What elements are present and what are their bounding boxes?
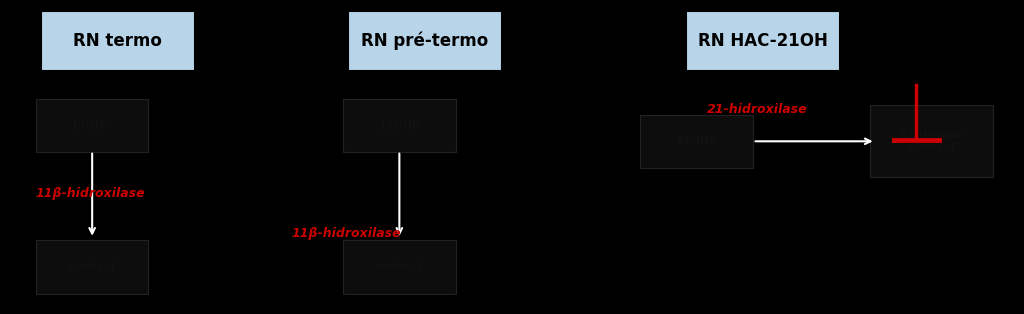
Text: RN pré-termo: RN pré-termo (361, 32, 488, 50)
Text: RN HAC-21OH: RN HAC-21OH (698, 32, 827, 50)
FancyBboxPatch shape (640, 115, 753, 168)
Text: 21-hidroxilase: 21-hidroxilase (707, 103, 807, 116)
FancyBboxPatch shape (686, 11, 840, 71)
FancyBboxPatch shape (36, 240, 148, 294)
FancyBboxPatch shape (343, 99, 456, 152)
FancyBboxPatch shape (343, 240, 456, 294)
Text: 17OHP: 17OHP (675, 136, 718, 146)
Text: cortisol: cortisol (69, 262, 116, 272)
Text: 17OHP: 17OHP (71, 121, 114, 131)
Text: RN termo: RN termo (74, 32, 162, 50)
Text: 17OHP: 17OHP (378, 121, 421, 131)
FancyBboxPatch shape (41, 11, 195, 71)
Text: 11β-hidroxilase: 11β-hidroxilase (36, 187, 145, 200)
Text: cortisol: cortisol (376, 262, 423, 272)
FancyBboxPatch shape (36, 99, 148, 152)
Text: 11β-hidroxilase: 11β-hidroxilase (292, 227, 401, 241)
FancyBboxPatch shape (870, 105, 993, 177)
FancyBboxPatch shape (348, 11, 502, 71)
Text: 11-desoxi-
cortisol: 11-desoxi- cortisol (899, 130, 965, 153)
